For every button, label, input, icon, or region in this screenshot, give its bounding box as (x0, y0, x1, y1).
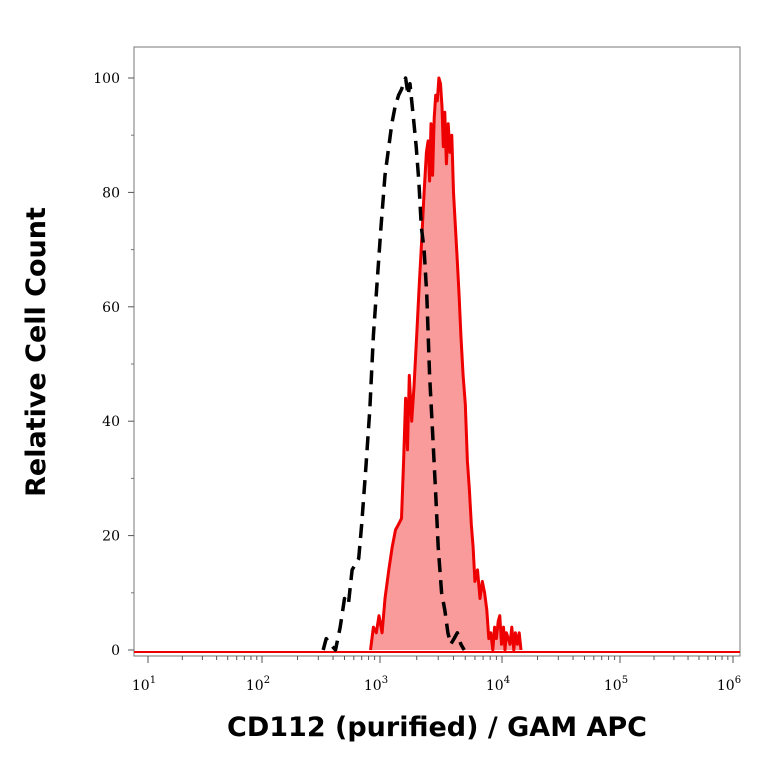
series-line (369, 76, 523, 652)
series-dashed-line (321, 76, 466, 652)
y-tick-label: 20 (102, 529, 120, 545)
axis-layer: 0 20 40 60 80 100 101 102 103 104 105 106 (93, 71, 741, 694)
x-axis-title: CD112 (purified) / GAM APC (227, 712, 647, 743)
y-tick-label: 40 (102, 414, 120, 430)
plot-border (133, 46, 741, 657)
x-tick-label: 106 (717, 675, 741, 694)
x-tick-label: 105 (604, 675, 628, 694)
y-tick-label: 60 (102, 300, 120, 316)
series-layer (134, 76, 740, 653)
series-fill (370, 78, 521, 650)
y-axis-title: Relative Cell Count (21, 207, 52, 497)
x-tick-label: 102 (246, 675, 270, 694)
y-tick-label: 80 (102, 185, 120, 201)
x-tick-label: 101 (132, 675, 156, 694)
y-tick-label: 0 (111, 643, 120, 659)
x-tick-label: 103 (364, 675, 388, 694)
y-tick-label: 100 (93, 71, 120, 87)
x-tick-label: 104 (486, 675, 510, 694)
plot-frame (133, 46, 741, 657)
